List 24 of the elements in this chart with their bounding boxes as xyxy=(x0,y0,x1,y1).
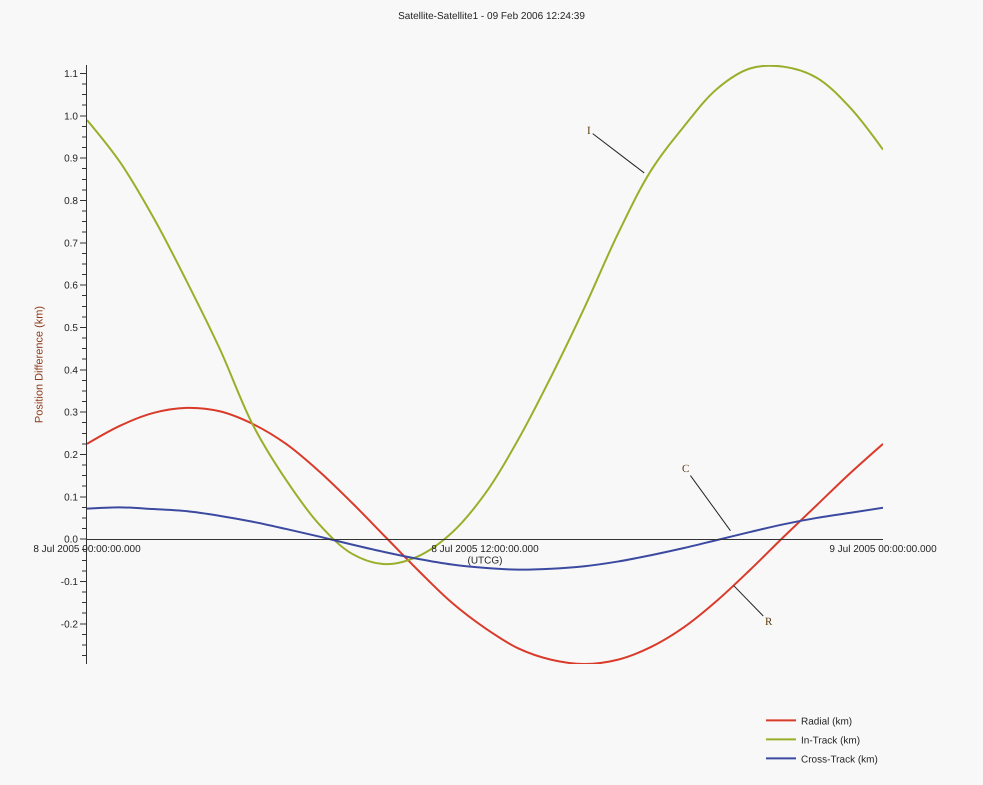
y-tick-label: 0.6 xyxy=(64,280,78,292)
y-tick-label: 0.2 xyxy=(64,450,78,461)
y-tick-label: -0.2 xyxy=(60,619,78,630)
y-tick-label: 0.0 xyxy=(64,534,78,546)
legend-label: In-Track (km) xyxy=(801,735,860,746)
y-tick-label: 0.9 xyxy=(64,154,78,165)
y-tick-label: 0.3 xyxy=(64,408,78,419)
y-tick-label: 0.4 xyxy=(64,365,78,376)
x-axis-title: (UTCG) xyxy=(468,556,502,567)
x-tick-label: 9 Jul 2005 00:00:00.000 xyxy=(829,544,938,556)
y-tick-label: 0.1 xyxy=(64,492,78,504)
y-tick-label: 0.7 xyxy=(64,238,78,250)
annotation: I xyxy=(587,125,591,137)
chart-title: Satellite-Satellite1 - 09 Feb 2006 12:24:39 xyxy=(398,10,586,22)
legend-label: Cross-Track (km) xyxy=(801,754,878,766)
y-tick-label: 1.0 xyxy=(64,111,78,122)
y-tick-label: 0.5 xyxy=(64,322,78,334)
y-tick-label: 0.8 xyxy=(64,196,78,207)
y-axis-title: Position Difference (km) xyxy=(33,306,46,424)
annotation: R xyxy=(765,616,773,628)
legend-label: Radial (km) xyxy=(801,716,852,728)
y-tick-label: -0.1 xyxy=(60,576,78,588)
annotation: C xyxy=(682,463,690,475)
y-tick-label: 1.1 xyxy=(64,68,78,80)
